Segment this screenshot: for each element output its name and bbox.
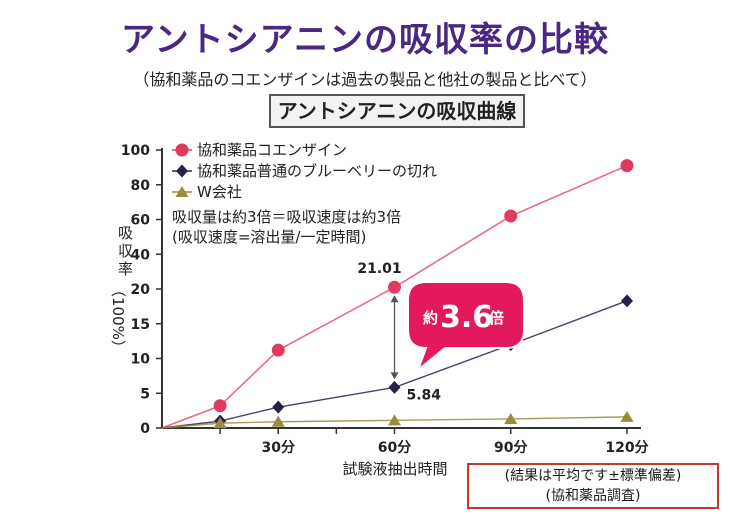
callout-prefix: 約 [423,309,438,327]
data-point [388,280,401,294]
y-axis-label-char: 収 [118,242,133,260]
callout-shape [407,281,525,374]
data-point [213,417,227,429]
arrow-head-up [390,295,399,303]
x-axis-label: 試験液抽出時間 [342,460,447,478]
y-ticks: 0 5 10 15 20 40 60 80 100 [121,143,162,437]
series-line [161,300,628,429]
legend-label: 協和薬品普通のブルーベリーの切れ [197,162,437,180]
callout-suffix: 倍 [489,309,504,327]
footnote-box: (結果は平均です±標準偏差) (協和薬品調査) [467,463,719,509]
y-tick-label: 100 [121,143,150,159]
difference-annotation: 21.01 5.84 [357,261,441,403]
data-point [504,209,518,223]
y-tick-label: 60 [131,213,151,229]
data-point [504,412,518,424]
x-tick-label: 30分 [262,440,295,456]
legend-label: 協和薬品コエンザイン [197,141,347,159]
legend-marker [175,186,189,197]
y-axis-label-unit: （100%） [109,282,127,355]
y-axis-label-char: 吸 [118,224,133,242]
footnote-line-2: (協和薬品調査) [545,488,641,504]
data-point [620,159,634,173]
note-line-1: 吸収量は約3倍＝吸収速度は約3倍 [172,208,401,226]
legend-marker [176,164,188,178]
x-tick-label: 120分 [605,440,648,456]
chart-title: アントシアニンの吸収率の比較 [121,20,609,60]
legend-label: W会社 [197,183,242,201]
data-point [271,415,285,427]
footnote-line-1: (結果は平均です±標準偏差) [504,468,682,484]
data-point [620,410,634,422]
data-label-high: 21.01 [357,261,401,277]
axes [161,148,641,429]
callout-bubble: 約 3.6 倍 [407,281,525,374]
arrow-head-down [390,372,399,380]
x-tick-label: 60分 [378,440,411,456]
data-point [388,380,401,394]
callout-value: 3.6 [440,300,493,335]
y-tick-label: 0 [140,421,150,437]
y-axis-label: 吸 収 率 （100%） [109,224,133,355]
x-ticks: 30分 60分 90分 120分 [219,428,649,456]
note-line-2: (吸収速度=溶出量/一定時間) [172,228,366,246]
data-point [388,414,401,426]
chart-heading-box: アントシアニンの吸収曲線 [269,94,525,128]
data-point [621,294,633,308]
y-tick-label: 40 [131,247,151,263]
legend-marker [175,143,189,157]
series-layer [161,159,634,429]
y-tick-label: 15 [131,317,150,333]
y-tick-label: 20 [131,282,151,298]
data-point [213,399,227,413]
y-tick-label: 80 [131,178,151,194]
data-label-low: 5.84 [407,387,442,403]
y-tick-label: 5 [140,386,150,402]
y-axis-label-char: 率 [118,260,133,278]
y-tick-label: 10 [131,352,151,368]
chart-subtitle: （協和薬品のコエンザインは過去の製品と他社の製品と比べて） [133,70,597,89]
series-line [161,416,628,429]
series-line [161,164,628,429]
data-point [272,400,285,414]
data-point [271,343,285,357]
x-tick-label: 90分 [494,440,527,456]
